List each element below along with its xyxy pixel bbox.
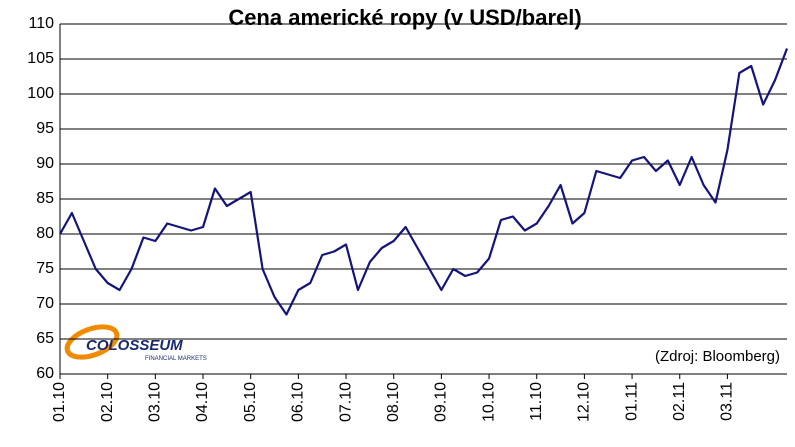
x-tick-label: 06.10 <box>290 382 307 422</box>
x-tick-label: 10.10 <box>480 382 497 422</box>
x-tick-label: 03.10 <box>147 382 164 422</box>
x-tick-label: 02.11 <box>671 382 688 421</box>
y-tick-label: 65 <box>36 330 54 347</box>
y-tick-label: 85 <box>36 190 54 207</box>
price-line <box>59 48 789 316</box>
x-tick-label: 05.10 <box>242 382 259 422</box>
x-tick-label: 07.10 <box>337 382 354 422</box>
x-tick-label: 09.10 <box>433 382 450 422</box>
logo-name: COLOSSEUM <box>86 337 183 354</box>
logo-tagline: FINANCIAL MARKETS <box>145 356 207 362</box>
x-tick-label: 11.10 <box>528 382 545 421</box>
x-tick-label: 03.11 <box>719 382 736 421</box>
title-box <box>193 4 617 32</box>
x-tick-label: 01.11 <box>623 382 640 421</box>
x-tick-label: 02.10 <box>99 382 116 422</box>
y-tick-label: 95 <box>36 120 54 137</box>
y-tick-label: 75 <box>36 260 54 277</box>
y-tick-label: 70 <box>36 295 54 312</box>
x-tick-label: 04.10 <box>194 382 211 422</box>
y-tick-label: 80 <box>36 225 54 242</box>
annotation: (Zdroj: Bloomberg) <box>655 348 780 365</box>
y-tick-label: 90 <box>36 155 54 172</box>
x-tick-label: 01.10 <box>51 382 68 422</box>
logo: COLOSSEUM FINANCIAL MARKETS <box>64 324 207 362</box>
plot: 60 65 70 75 80 85 90 95 100 105 110 01.10 02.10 03.10… <box>27 15 789 422</box>
y-tick-label: 110 <box>28 15 54 32</box>
logo-swoosh <box>64 324 120 360</box>
y-tick-label: 60 <box>36 365 54 382</box>
y-tick-label: 105 <box>27 50 54 67</box>
x-tick-label: 12.10 <box>576 382 593 422</box>
y-tick-label: 100 <box>27 85 54 102</box>
chart-title: Cena americké ropy (v USD/barel) <box>228 5 581 30</box>
x-tick-label: 08.10 <box>385 382 402 422</box>
